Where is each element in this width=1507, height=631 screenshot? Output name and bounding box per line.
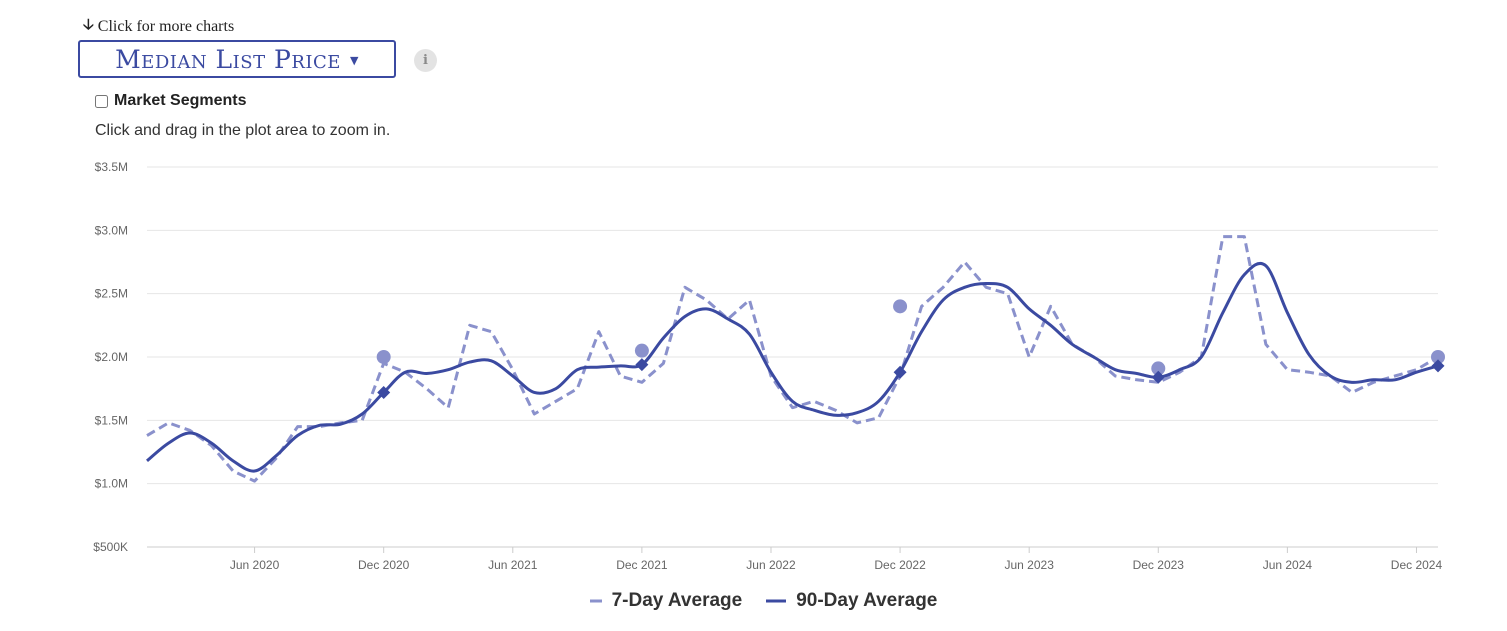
- legend-label-90day: 90-Day Average: [796, 590, 938, 611]
- axis-layer: $500K $1.0M $1.5M $2.0M $2.5M $3.0M $3.5M Jun 2…: [93, 160, 1442, 572]
- marker-90day[interactable]: [1431, 359, 1445, 373]
- legend-swatch-90day: [766, 599, 787, 603]
- marker-7day[interactable]: [376, 350, 391, 364]
- x-tick-label: Jun 2021: [488, 558, 538, 572]
- metric-dropdown[interactable]: Median List Price ▼: [78, 40, 396, 78]
- x-tick-label: Dec 2022: [874, 558, 926, 572]
- grid-layer: [147, 166, 1438, 548]
- marker-90day[interactable]: [635, 358, 649, 372]
- y-tick-label: $500K: [93, 540, 128, 554]
- y-tick-label: $3.5M: [95, 160, 128, 174]
- marker-7day[interactable]: [893, 299, 908, 314]
- legend-item-90day[interactable]: 90-Day Average: [766, 590, 937, 612]
- x-tick-label: Jun 2024: [1263, 558, 1313, 572]
- caret-down-icon: ▼: [349, 53, 359, 67]
- legend-label-7day: 7-Day Average: [611, 590, 743, 611]
- legend-swatch-7day: [589, 599, 602, 603]
- series-line-7day[interactable]: [146, 235, 1439, 483]
- marker-layer: [376, 299, 1445, 399]
- market-segments-checkbox[interactable]: [95, 94, 108, 108]
- y-tick-label: $2.0M: [95, 350, 128, 364]
- marker-7day[interactable]: [1431, 350, 1445, 364]
- zoom-hint: Click and drag in the plot area to zoom …: [95, 122, 391, 139]
- metric-dropdown-label: Median List Price: [115, 44, 341, 74]
- x-tick-label: Dec 2023: [1133, 558, 1185, 572]
- arrow-down-icon: 🡣: [83, 17, 94, 33]
- y-tick-label: $1.5M: [95, 413, 128, 427]
- marker-90day[interactable]: [1151, 370, 1165, 384]
- more-charts-label: Click for more charts: [97, 17, 235, 35]
- legend-item-7day[interactable]: 7-Day Average: [589, 590, 743, 612]
- marker-7day[interactable]: [634, 343, 649, 358]
- y-tick-label: $2.5M: [95, 287, 128, 301]
- x-tick-label: Jun 2022: [746, 558, 796, 572]
- info-icon[interactable]: i: [414, 49, 437, 72]
- more-charts-link[interactable]: 🡣 Click for more charts: [83, 14, 234, 39]
- median-list-price-chart[interactable]: $500K $1.0M $1.5M $2.0M $2.5M $3.0M $3.5M Jun 2…: [0, 150, 1507, 590]
- marker-90day[interactable]: [377, 385, 391, 399]
- market-segments-toggle[interactable]: Market Segments: [95, 92, 247, 110]
- x-tick-label: Dec 2021: [616, 558, 668, 572]
- marker-7day[interactable]: [1151, 361, 1166, 376]
- market-segments-label: Market Segments: [114, 92, 247, 109]
- series-line-90day[interactable]: [146, 261, 1439, 473]
- y-tick-label: $1.0M: [95, 477, 128, 491]
- x-tick-label: Dec 2020: [358, 558, 410, 572]
- x-tick-label: Dec 2024: [1391, 558, 1443, 572]
- x-tick-label: Jun 2023: [1004, 558, 1054, 572]
- marker-90day[interactable]: [893, 365, 907, 379]
- x-tick-label: Jun 2020: [230, 558, 280, 572]
- series-layer: [146, 235, 1439, 483]
- chart-legend: 7-Day Average 90-Day Average: [0, 590, 1507, 612]
- y-tick-label: $3.0M: [95, 223, 128, 237]
